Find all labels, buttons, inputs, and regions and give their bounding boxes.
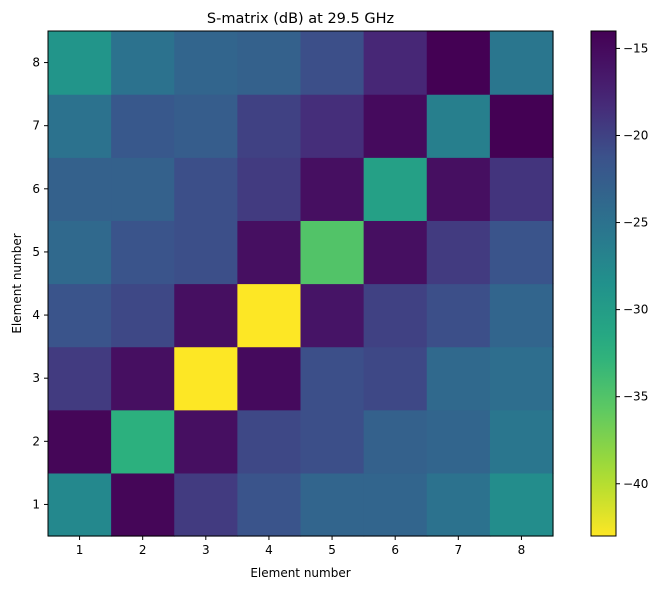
heatmap-cell [489,157,554,221]
heatmap-cell [363,409,428,474]
heatmap-cell [489,409,554,474]
heatmap-cell [48,31,112,95]
heatmap-cell [237,346,302,411]
heatmap-cell [237,409,302,474]
heatmap-cells [48,31,554,537]
x-tick-label: 8 [518,543,526,557]
heatmap-cell [48,346,112,411]
colorbar-tick-label: −35 [623,390,648,404]
heatmap-cell [363,31,428,95]
heatmap-cell [174,409,238,474]
heatmap-cell [174,283,238,348]
heatmap-cell [300,409,365,474]
heatmap-cell [363,346,428,411]
heatmap-cell [300,157,365,221]
y-tick-label: 7 [32,119,40,133]
heatmap-cell [111,472,175,537]
heatmap-cell [489,472,554,537]
heatmap-cell [489,31,554,95]
heatmap-cell [48,94,112,158]
colorbar [590,30,617,537]
heatmap-cell [111,346,175,411]
x-tick-label: 1 [76,543,84,557]
y-tick-label: 8 [32,56,40,70]
heatmap-cell [363,157,428,221]
heatmap-cell [174,346,238,411]
heatmap-cell [237,157,302,221]
heatmap-cell [48,220,112,285]
heatmap-cell [300,346,365,411]
y-tick-label: 3 [32,371,40,385]
y-tick-label: 4 [32,308,40,322]
heatmap-cell [174,220,238,285]
colorbar-tick-label: −25 [623,216,648,230]
x-axis-label: Element number [250,566,350,580]
colorbar-tick-label: −30 [623,303,648,317]
heatmap-cell [48,472,112,537]
heatmap-cell [426,94,491,158]
heatmap-cell [111,157,175,221]
heatmap-cell [426,220,491,285]
heatmap-cell [48,157,112,221]
heatmap-cell [111,220,175,285]
heatmap-cell [426,31,491,95]
x-tick-label: 7 [454,543,462,557]
heatmap-cell [363,94,428,158]
heatmap-cell [489,346,554,411]
x-tick-label: 6 [391,543,399,557]
heatmap-cell [426,472,491,537]
heatmap-cell [489,220,554,285]
heatmap-cell [237,31,302,95]
x-tick-label: 5 [328,543,336,557]
heatmap-cell [174,472,238,537]
heatmap-cell [111,409,175,474]
y-tick-label: 2 [32,434,40,448]
heatmap-cell [426,283,491,348]
heatmap-cell [111,94,175,158]
plot-frame [47,30,554,537]
heatmap-cell [174,31,238,95]
heatmap-cell [426,346,491,411]
heatmap-cell [237,472,302,537]
heatmap-cell [111,31,175,95]
heatmap-cell [237,220,302,285]
colorbar-tick-label: −15 [623,41,648,55]
heatmap-cell [363,220,428,285]
colorbar-tick-label: −20 [623,128,648,142]
chart-title: S-matrix (dB) at 29.5 GHz [207,11,394,27]
y-axis-ticks: 1 2 3 4 5 6 7 8 [32,56,48,511]
heatmap-cell [48,409,112,474]
colorbar-tick-label: −40 [623,477,648,491]
y-tick-label: 1 [32,497,40,511]
heatmap-cell [426,157,491,221]
x-tick-label: 2 [139,543,147,557]
y-axis-label: Element number [10,233,24,333]
heatmap-cell [237,94,302,158]
heatmap-cell [174,94,238,158]
heatmap-cell [174,157,238,221]
heatmap-cell [111,283,175,348]
heatmap-cell [300,283,365,348]
y-tick-label: 6 [32,182,40,196]
y-tick-label: 5 [32,245,40,259]
heatmap-cell [363,283,428,348]
heatmap-cell [489,283,554,348]
heatmap-cell [426,409,491,474]
heatmap-cell [300,94,365,158]
colorbar-ticks: −40 −35 −30 −25 −20 −15 [616,41,648,491]
x-tick-label: 4 [265,543,273,557]
x-axis-ticks: 1 2 3 4 5 6 7 8 [76,536,526,557]
heatmap-cell [300,472,365,537]
heatmap-cell [363,472,428,537]
heatmap-cell [300,31,365,95]
heatmap-cell [300,220,365,285]
heatmap-cell [489,94,554,158]
heatmap-cell [48,283,112,348]
x-tick-label: 3 [202,543,210,557]
heatmap-cell [237,283,302,348]
